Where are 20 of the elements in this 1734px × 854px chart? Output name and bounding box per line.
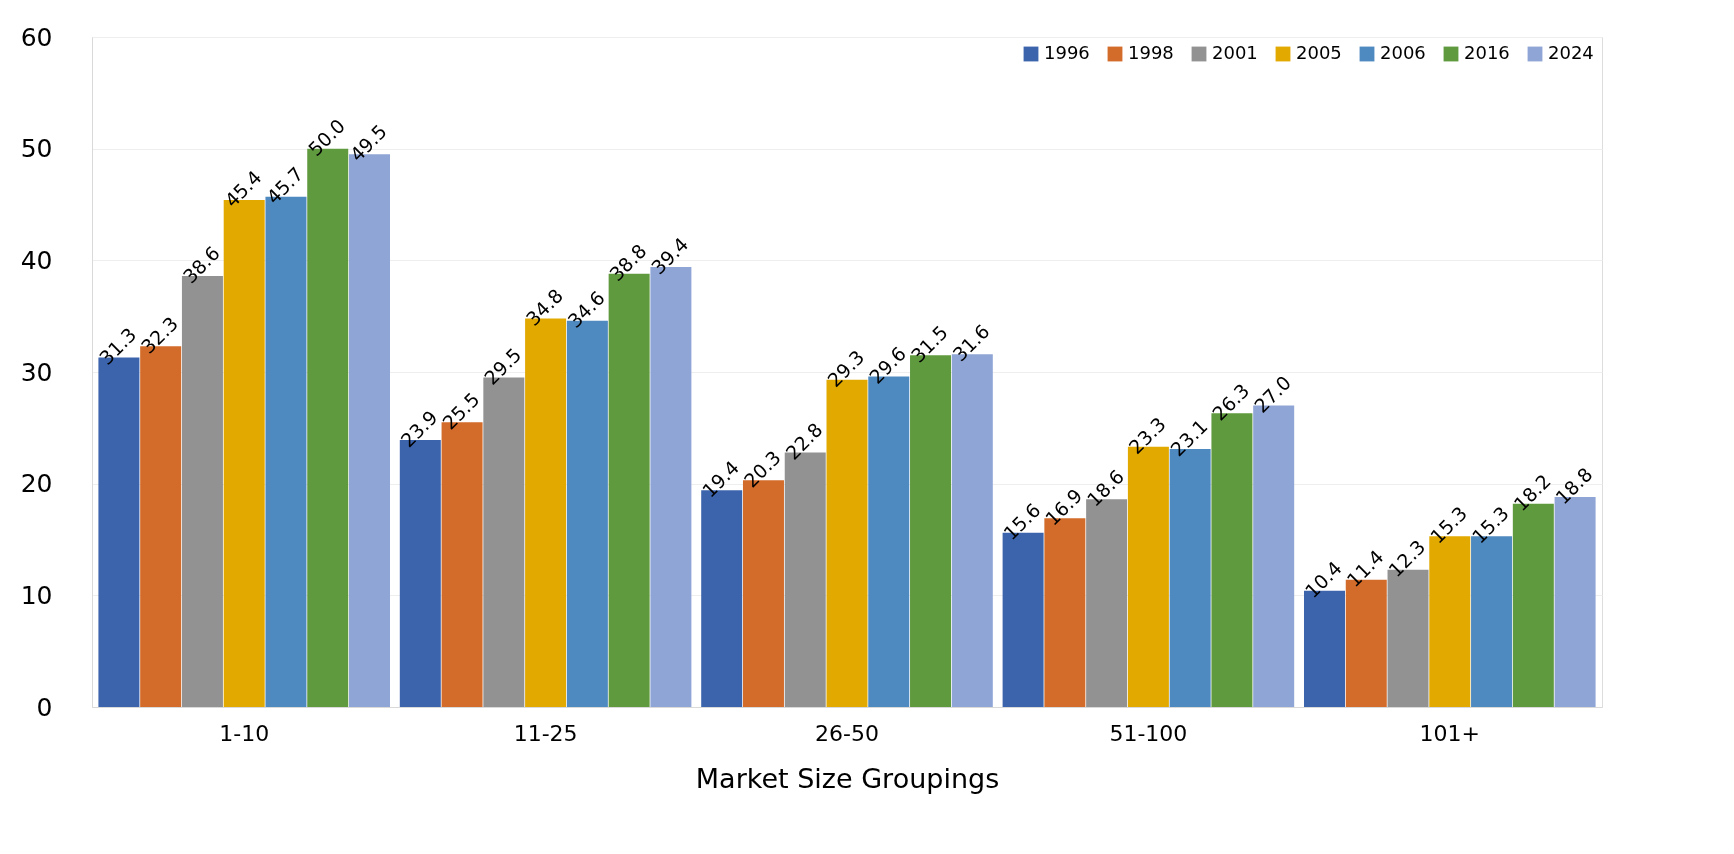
x-tick-label: 1-10	[219, 720, 270, 746]
legend-label: 1998	[1128, 42, 1174, 63]
legend-label: 1996	[1044, 42, 1090, 63]
x-tick-label: 51-100	[1109, 720, 1188, 746]
legend-label: 2001	[1212, 42, 1258, 63]
y-tick-label: 50	[20, 134, 53, 164]
y-tick-label: 40	[20, 245, 53, 275]
legend-label: 2024	[1548, 42, 1594, 63]
x-tick-label: 11-25	[513, 720, 578, 746]
y-tick-label: 30	[20, 357, 53, 387]
y-tick-label: 10	[20, 580, 53, 610]
legend-label: 2006	[1380, 42, 1426, 63]
x-tick-label: 101+	[1419, 720, 1481, 746]
legend-label: 2005	[1296, 42, 1342, 63]
x-axis-title: Market Size Groupings	[695, 762, 1000, 794]
y-tick-label: 60	[20, 22, 53, 52]
y-tick-label: 20	[20, 469, 53, 499]
y-tick-label: 0	[36, 692, 53, 722]
legend-label: 2016	[1464, 42, 1510, 63]
x-tick-label: 26-50	[815, 720, 879, 746]
